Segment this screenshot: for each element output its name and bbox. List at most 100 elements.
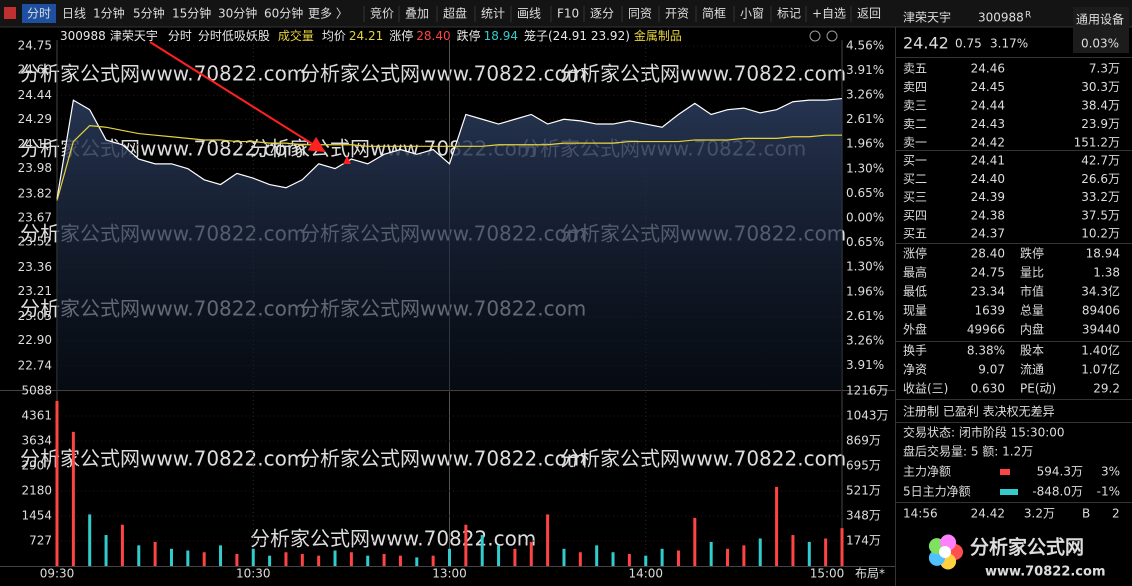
- quote-text: 内盘: [1020, 322, 1044, 337]
- quote-text: 1639: [974, 304, 1005, 318]
- tool-button[interactable]: 叠加: [405, 7, 429, 21]
- logo-url: www.70822.com: [985, 565, 1106, 580]
- header-item: 笼子(24.91 23.92): [524, 28, 630, 43]
- volume-bar: [104, 535, 108, 566]
- tab[interactable]: 分时: [27, 7, 51, 21]
- volume-bar: [824, 538, 828, 566]
- industry-pct: 0.03%: [1081, 37, 1119, 51]
- watermark: 分析家公式网www.70822.com: [300, 447, 586, 471]
- y-tick-label: 22.90: [18, 333, 52, 347]
- tool-button[interactable]: 竞价: [370, 7, 394, 21]
- tool-button[interactable]: +自选: [812, 7, 846, 21]
- quote-text: 1.40亿: [1081, 343, 1120, 358]
- last-price: 24.42: [903, 34, 949, 53]
- quote-text: PE(动): [1020, 382, 1056, 396]
- quote-text: 33.2万: [1081, 190, 1120, 204]
- quote-text: 37.5万: [1081, 208, 1120, 222]
- menu-icon[interactable]: [4, 7, 16, 19]
- quote-text: 8.38%: [967, 344, 1005, 358]
- header-item: 18.94: [484, 29, 518, 43]
- tab[interactable]: 更多 〉: [308, 7, 348, 21]
- tab[interactable]: 15分钟: [172, 6, 211, 21]
- quote-text: 2: [1112, 507, 1120, 521]
- watermark: 分析家公式网www.70822.com: [560, 62, 846, 86]
- quote-text: 买五: [903, 227, 927, 241]
- x-tick-label: 14:00: [628, 567, 663, 581]
- quote-text: B: [1082, 507, 1090, 521]
- tab[interactable]: 30分钟: [218, 6, 257, 21]
- quote-text: 24.42: [971, 136, 1005, 150]
- y2-tick-label: 695万: [846, 458, 881, 472]
- tab[interactable]: 日线: [62, 7, 86, 21]
- volume-bar: [448, 548, 451, 566]
- quote-text: 现量: [903, 304, 927, 318]
- tool-button[interactable]: 返回: [857, 7, 881, 21]
- quote-text: 卖一: [903, 136, 927, 150]
- quote-text: 卖四: [903, 80, 927, 94]
- quote-text: 注册制 已盈利 表决权无差异: [903, 404, 1055, 419]
- tool-button[interactable]: 简框: [702, 7, 726, 21]
- quote-text: 9.07: [978, 363, 1005, 377]
- y2-tick-label: 174万: [846, 533, 881, 547]
- volume-bar: [660, 548, 664, 566]
- quote-text: 买三: [903, 190, 927, 204]
- quote-text: 0.75: [955, 37, 982, 51]
- volume-bar: [219, 545, 223, 566]
- quote-text: 0.630: [971, 382, 1005, 396]
- tool-button[interactable]: 标记: [777, 7, 801, 21]
- quote-text: 29.2: [1093, 382, 1120, 396]
- buy-marker: [343, 156, 351, 164]
- y2-tick-label: 3.26%: [846, 88, 884, 102]
- volume-bar: [807, 541, 811, 566]
- quote-text: 24.44: [971, 99, 1005, 113]
- tab[interactable]: 60分钟: [264, 6, 303, 21]
- volume-bar: [431, 555, 435, 566]
- y-tick-label: 23.67: [18, 211, 52, 225]
- tool-button[interactable]: 画线: [517, 7, 541, 21]
- volume-bar: [529, 541, 533, 566]
- watermark: 分析家公式网www.70822.com: [560, 447, 846, 471]
- tool-button[interactable]: 超盘: [443, 6, 467, 21]
- y2-tick-label: 1216万: [846, 384, 889, 398]
- tool-button[interactable]: 小窗: [740, 7, 764, 21]
- quote-text: 盘后交易量: 5 额: 1.2万: [903, 444, 1033, 459]
- quote-text: 流通: [1020, 363, 1044, 377]
- tab[interactable]: 5分钟: [133, 6, 165, 21]
- layout-button[interactable]: 布局*: [855, 567, 885, 581]
- volume-bar: [840, 528, 844, 566]
- quote-panel: 津荣天宇 300988 R 通用设备 0.03% 24.42 0.75 3.17% 卖五 24.4…: [896, 7, 1132, 586]
- quote-text: 300988: [978, 11, 1024, 25]
- quote-text: 3%: [1101, 465, 1120, 479]
- quote-text: 151.2万: [1074, 136, 1120, 150]
- quote-text: 34.3亿: [1081, 284, 1120, 299]
- tool-button[interactable]: 同资: [628, 7, 652, 21]
- price-area: [57, 98, 842, 391]
- zoom-icon[interactable]: [809, 30, 821, 42]
- volume-bar: [88, 514, 92, 566]
- quote-text: 涨停: [903, 246, 927, 261]
- quote-text: 38.4万: [1081, 99, 1120, 113]
- quote-text: 买一: [903, 154, 927, 168]
- y-tick-label: 23.52: [18, 234, 52, 248]
- tool-button[interactable]: F10: [557, 7, 579, 21]
- volume-bar: [366, 555, 370, 566]
- y2-tick-label: 4.56%: [846, 39, 884, 53]
- volume-bar: [333, 550, 337, 566]
- tool-button[interactable]: 逐分: [590, 7, 614, 21]
- header-item: 分时: [168, 29, 192, 43]
- volume-bar: [137, 545, 141, 566]
- y2-tick-label: 1.30%: [846, 260, 884, 274]
- tool-button[interactable]: 开资: [665, 7, 689, 21]
- close-icon[interactable]: [826, 30, 838, 42]
- quote-text: 14:56: [903, 507, 938, 521]
- tool-button[interactable]: 统计: [481, 7, 505, 21]
- header-item: 金属制品: [634, 28, 682, 43]
- quote-text: 24.38: [971, 208, 1005, 222]
- tab[interactable]: 1分钟: [93, 6, 125, 21]
- y-tick-label: 23.82: [18, 187, 52, 201]
- quote-text: 24.75: [971, 266, 1005, 280]
- quote-text: 24.45: [971, 80, 1005, 94]
- volume-bar: [709, 541, 713, 566]
